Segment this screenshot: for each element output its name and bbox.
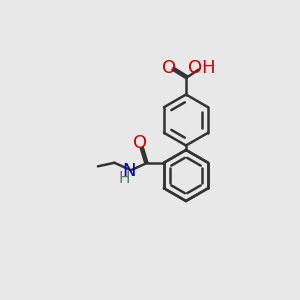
- Text: O: O: [133, 134, 147, 152]
- Text: H: H: [118, 171, 130, 186]
- Text: O: O: [162, 59, 176, 77]
- Text: N: N: [123, 162, 136, 180]
- Text: OH: OH: [188, 59, 216, 77]
